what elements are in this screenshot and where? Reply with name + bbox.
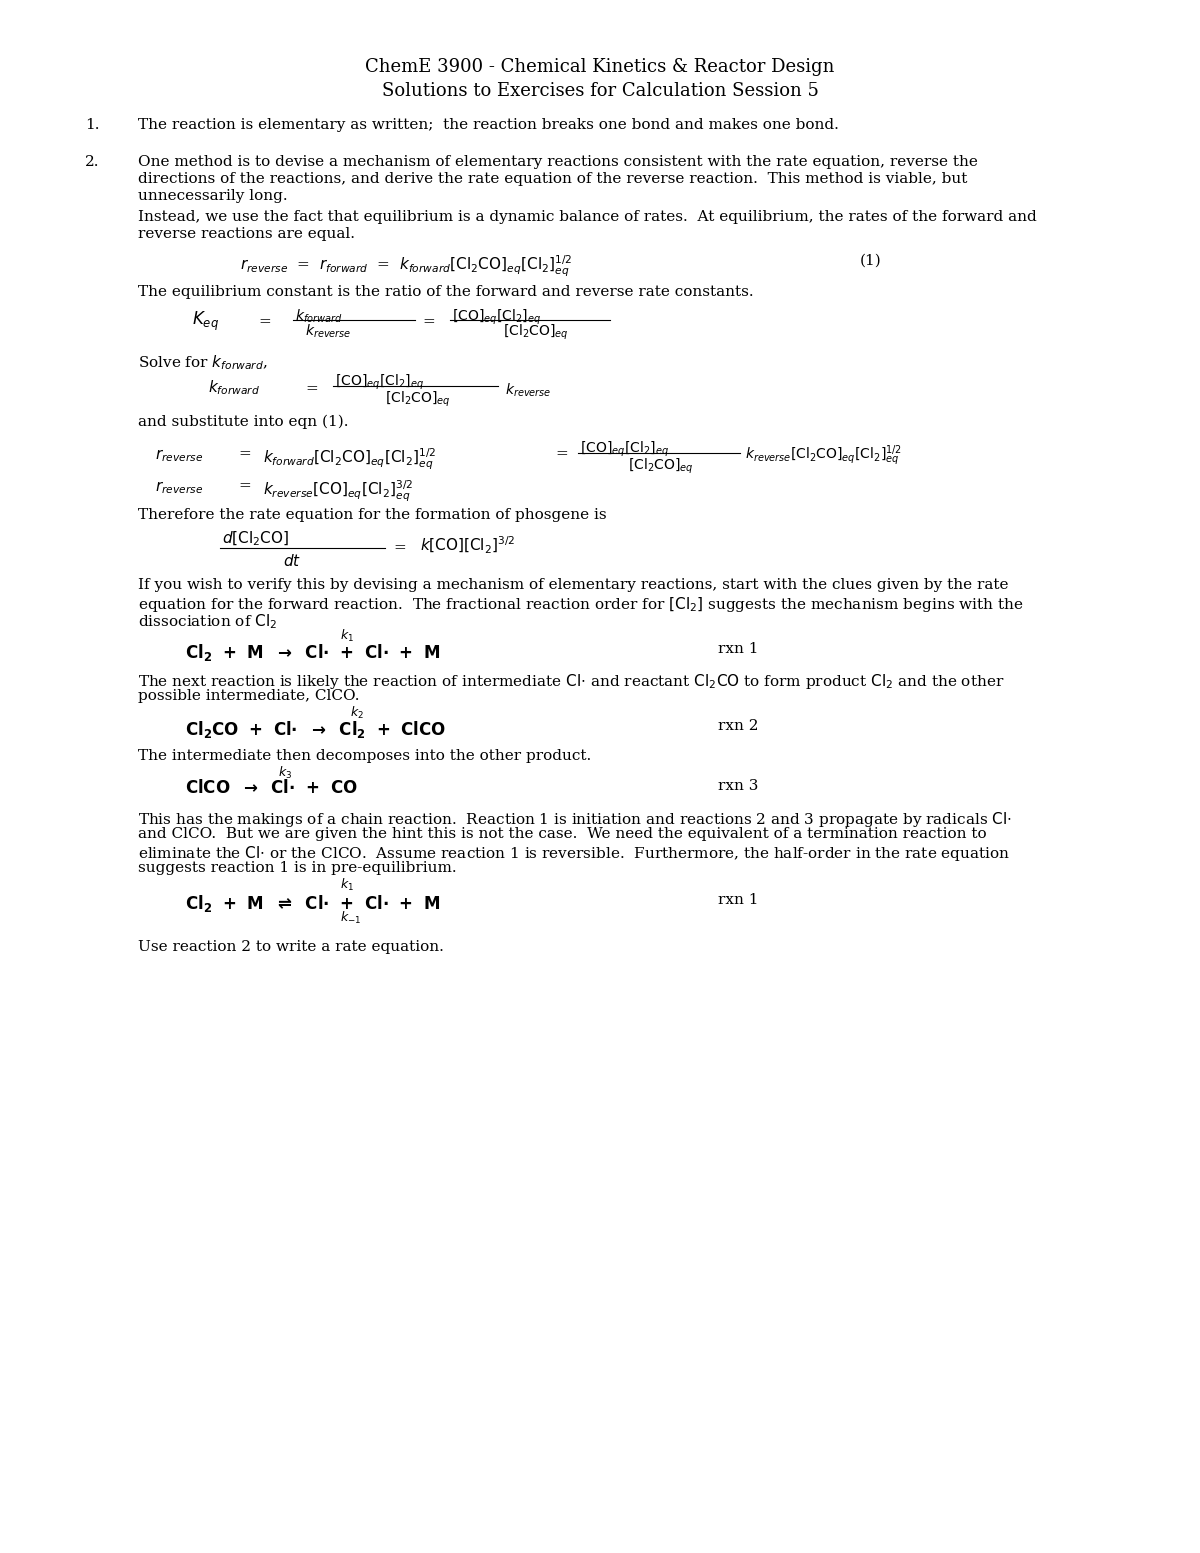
Text: rxn 1: rxn 1 [718,641,758,655]
Text: This has the makings of a chain reaction.  Reaction 1 is initiation and reaction: This has the makings of a chain reaction… [138,811,1012,829]
Text: =: = [238,478,251,492]
Text: =: = [394,540,406,554]
Text: 1.: 1. [85,118,100,132]
Text: (1): (1) [860,255,882,269]
Text: $k_{\mathit{reverse}}$: $k_{\mathit{reverse}}$ [305,323,352,340]
Text: $k_{\mathit{forward}}[\mathrm{Cl_2CO}]_{eq}[\mathrm{Cl_2}]^{1/2}_{eq}$: $k_{\mathit{forward}}[\mathrm{Cl_2CO}]_{… [263,447,437,472]
Text: $[\mathrm{Cl_2CO}]_{eq}$: $[\mathrm{Cl_2CO}]_{eq}$ [385,390,451,410]
Text: rxn 1: rxn 1 [718,893,758,907]
Text: $k_2$: $k_2$ [350,705,364,721]
Text: suggests reaction 1 is in pre-equilibrium.: suggests reaction 1 is in pre-equilibriu… [138,860,457,874]
Text: =: = [422,315,434,329]
Text: $k_{\mathit{reverse}}$: $k_{\mathit{reverse}}$ [505,382,551,399]
Text: $dt$: $dt$ [283,553,301,568]
Text: $k_{\mathit{forward}}$: $k_{\mathit{forward}}$ [208,377,260,396]
Text: If you wish to verify this by devising a mechanism of elementary reactions, star: If you wish to verify this by devising a… [138,578,1008,592]
Text: The equilibrium constant is the ratio of the forward and reverse rate constants.: The equilibrium constant is the ratio of… [138,286,754,300]
Text: $\mathbf{Cl_2CO}$  $\mathbf{+}$  $\mathbf{Cl{\cdot}}$  $\boldsymbol{\rightarrow}: $\mathbf{Cl_2CO}$ $\mathbf{+}$ $\mathbf{… [185,719,446,739]
Text: rxn 2: rxn 2 [718,719,758,733]
Text: $k_3$: $k_3$ [278,766,292,781]
Text: One method is to devise a mechanism of elementary reactions consistent with the : One method is to devise a mechanism of e… [138,155,978,169]
Text: possible intermediate, ClCO.: possible intermediate, ClCO. [138,690,360,704]
Text: and ClCO.  But we are given the hint this is not the case.  We need the equivale: and ClCO. But we are given the hint this… [138,828,986,842]
Text: $[\mathrm{Cl_2CO}]_{eq}$: $[\mathrm{Cl_2CO}]_{eq}$ [503,323,569,342]
Text: and substitute into eqn (1).: and substitute into eqn (1). [138,415,348,429]
Text: ChemE 3900 - Chemical Kinetics & Reactor Design: ChemE 3900 - Chemical Kinetics & Reactor… [365,57,835,76]
Text: dissociation of $\mathrm{Cl_2}$: dissociation of $\mathrm{Cl_2}$ [138,612,277,631]
Text: The next reaction is likely the reaction of intermediate $\mathrm{Cl{\cdot}}$ an: The next reaction is likely the reaction… [138,672,1004,691]
Text: $r_{\mathit{reverse}}$: $r_{\mathit{reverse}}$ [155,478,203,495]
Text: directions of the reactions, and derive the rate equation of the reverse reactio: directions of the reactions, and derive … [138,172,967,186]
Text: unnecessarily long.: unnecessarily long. [138,189,288,203]
Text: $\mathbf{ClCO}$  $\boldsymbol{\rightarrow}$  $\mathbf{Cl{\cdot}}$  $\mathbf{+}$ : $\mathbf{ClCO}$ $\boldsymbol{\rightarrow… [185,780,358,797]
Text: =: = [554,447,568,461]
Text: $[\mathrm{Cl_2CO}]_{eq}$: $[\mathrm{Cl_2CO}]_{eq}$ [628,457,694,477]
Text: $k[\mathrm{CO}][\mathrm{Cl_2}]^{3/2}$: $k[\mathrm{CO}][\mathrm{Cl_2}]^{3/2}$ [420,534,516,556]
Text: Solutions to Exercises for Calculation Session 5: Solutions to Exercises for Calculation S… [382,82,818,99]
Text: equation for the forward reaction.  The fractional reaction order for $[\mathrm{: equation for the forward reaction. The f… [138,595,1024,613]
Text: The intermediate then decomposes into the other product.: The intermediate then decomposes into th… [138,749,592,763]
Text: $r_{\mathit{reverse}}$: $r_{\mathit{reverse}}$ [155,447,203,464]
Text: $k_{-1}$: $k_{-1}$ [340,910,361,926]
Text: =: = [258,315,271,329]
Text: eliminate the $\mathrm{Cl{\cdot}}$ or the ClCO.  Assume reaction 1 is reversible: eliminate the $\mathrm{Cl{\cdot}}$ or th… [138,843,1010,863]
Text: 2.: 2. [85,155,100,169]
Text: $k_{\mathit{forward}}$: $k_{\mathit{forward}}$ [295,307,342,326]
Text: reverse reactions are equal.: reverse reactions are equal. [138,227,355,241]
Text: $r_{\mathit{reverse}}$  =  $r_{\mathit{forward}}$  =  $k_{\mathit{forward}}[\mat: $r_{\mathit{reverse}}$ = $r_{\mathit{for… [240,255,572,280]
Text: $[\mathrm{CO}]_{eq}[\mathrm{Cl_2}]_{eq}$: $[\mathrm{CO}]_{eq}[\mathrm{Cl_2}]_{eq}$ [580,439,670,460]
Text: rxn 3: rxn 3 [718,780,758,794]
Text: Use reaction 2 to write a rate equation.: Use reaction 2 to write a rate equation. [138,940,444,954]
Text: $d[\mathrm{Cl_2CO}]$: $d[\mathrm{Cl_2CO}]$ [222,530,289,548]
Text: $k_{\mathit{reverse}}[\mathrm{CO}]_{eq}[\mathrm{Cl_2}]^{3/2}_{eq}$: $k_{\mathit{reverse}}[\mathrm{CO}]_{eq}[… [263,478,413,505]
Text: $k_1$: $k_1$ [340,877,354,893]
Text: $[\mathrm{CO}]_{eq}[\mathrm{Cl_2}]_{eq}$: $[\mathrm{CO}]_{eq}[\mathrm{Cl_2}]_{eq}$ [452,307,541,328]
Text: Solve for $k_{\mathit{forward}}$,: Solve for $k_{\mathit{forward}}$, [138,353,268,371]
Text: =: = [238,447,251,461]
Text: $k_{\mathit{reverse}}[\mathrm{Cl_2CO}]_{eq}[\mathrm{Cl_2}]^{1/2}_{eq}$: $k_{\mathit{reverse}}[\mathrm{Cl_2CO}]_{… [745,444,902,469]
Text: Therefore the rate equation for the formation of phosgene is: Therefore the rate equation for the form… [138,508,607,522]
Text: $[\mathrm{CO}]_{eq}[\mathrm{Cl_2}]_{eq}$: $[\mathrm{CO}]_{eq}[\mathrm{Cl_2}]_{eq}$ [335,373,424,393]
Text: $k_1$: $k_1$ [340,627,354,644]
Text: $K_{eq}$: $K_{eq}$ [192,311,218,334]
Text: $\mathbf{Cl_2}$  $\mathbf{+}$  $\mathbf{M}$  $\boldsymbol{\rightarrow}$  $\mathb: $\mathbf{Cl_2}$ $\mathbf{+}$ $\mathbf{M}… [185,641,440,663]
Text: Instead, we use the fact that equilibrium is a dynamic balance of rates.  At equ: Instead, we use the fact that equilibriu… [138,210,1037,224]
Text: =: = [305,382,318,396]
Text: $\mathbf{Cl_2}$  $\mathbf{+}$  $\mathbf{M}$  $\boldsymbol{\rightleftharpoons}$  : $\mathbf{Cl_2}$ $\mathbf{+}$ $\mathbf{M}… [185,893,440,915]
Text: The reaction is elementary as written;  the reaction breaks one bond and makes o: The reaction is elementary as written; t… [138,118,839,132]
